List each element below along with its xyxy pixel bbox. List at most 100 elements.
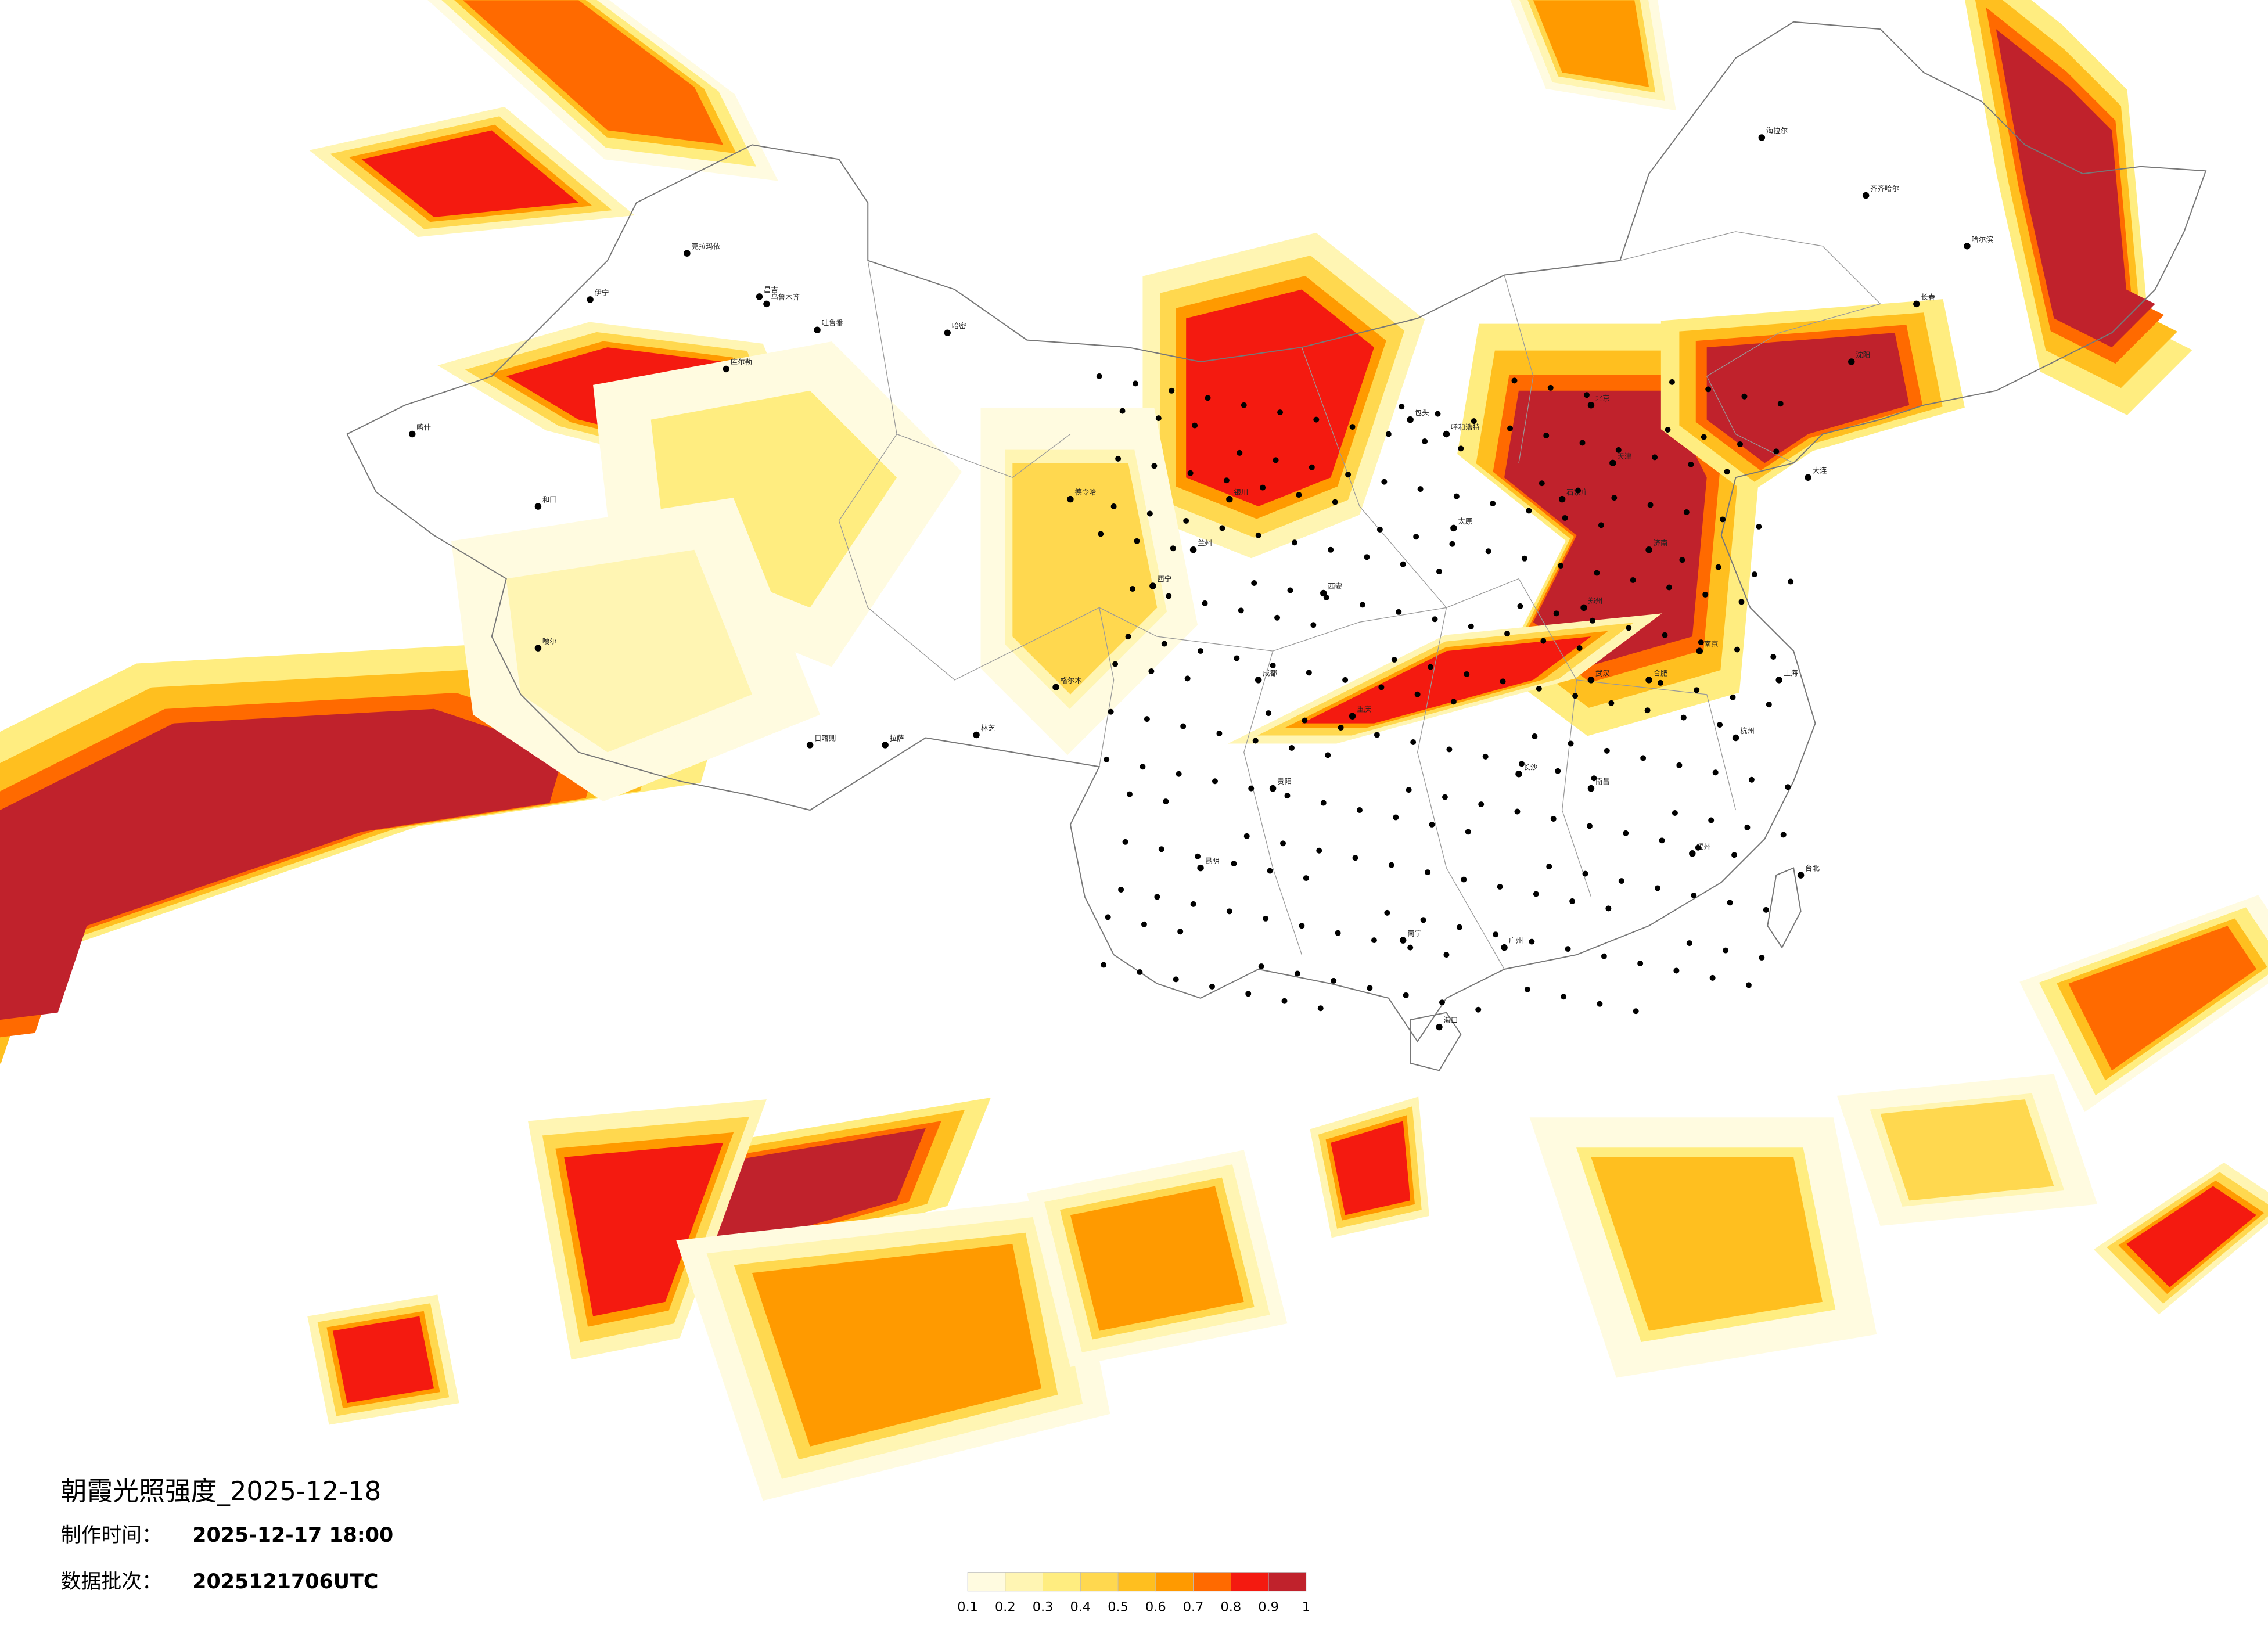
city-dot	[1797, 872, 1805, 879]
city-dot	[1698, 639, 1704, 646]
city-dot	[1594, 570, 1600, 576]
city-dot	[1429, 821, 1435, 828]
city-dot	[1428, 664, 1434, 670]
city-label: 哈密	[952, 322, 966, 330]
city-dot	[1601, 953, 1607, 959]
colorbar-swatch	[1080, 1572, 1119, 1592]
city-dot	[1192, 422, 1198, 429]
intensity-area	[506, 549, 753, 753]
city-dot	[1450, 524, 1457, 532]
city-dot	[1316, 847, 1322, 854]
city-dot	[1645, 677, 1652, 684]
city-dot	[1550, 815, 1557, 822]
city-dot	[1679, 557, 1685, 563]
city-dot	[1443, 430, 1450, 438]
city-dot	[1338, 725, 1344, 731]
colorbar-tick-label: 1	[1302, 1600, 1310, 1615]
city-label: 喀什	[416, 423, 431, 431]
city-dot	[1665, 427, 1671, 433]
colorbar-swatch	[1155, 1572, 1194, 1592]
city-label: 太原	[1458, 517, 1472, 526]
city-dot	[1122, 839, 1128, 845]
intensity-area	[1331, 1121, 1411, 1215]
taiwan	[1767, 867, 1802, 949]
city-dot	[1562, 515, 1568, 521]
city-label: 格尔木	[1060, 676, 1082, 685]
colorbar-swatch	[1268, 1572, 1307, 1592]
city-dot	[1134, 538, 1140, 544]
city-dot	[1553, 610, 1559, 617]
city-dot	[1597, 1001, 1603, 1007]
city-dot	[1317, 1005, 1324, 1012]
city-dot	[1715, 564, 1721, 570]
city-dot	[1144, 716, 1150, 722]
city-dot	[1694, 687, 1700, 693]
city-dot	[1734, 646, 1740, 653]
colorbar-tick-label: 0.3	[1033, 1600, 1054, 1615]
city-dot	[1399, 937, 1407, 944]
city-label: 日喀则	[814, 733, 836, 742]
city-dot	[1098, 531, 1104, 537]
city-dot	[1166, 593, 1172, 599]
city-dot	[1151, 463, 1158, 469]
city-dot	[1741, 393, 1748, 400]
city-dot	[1780, 832, 1787, 838]
colorbar-tick-label: 0.5	[1108, 1600, 1128, 1615]
city-dot	[1342, 677, 1349, 683]
city-dot	[1238, 607, 1244, 614]
colorbar-swatch	[1193, 1572, 1231, 1592]
intensity-area	[1996, 29, 2155, 348]
city-dot	[1751, 571, 1757, 578]
city-dot	[1223, 477, 1230, 484]
city-dot	[1104, 756, 1110, 762]
city-dot	[1695, 844, 1701, 851]
city-dot	[1335, 930, 1341, 936]
city-dot	[1190, 901, 1196, 907]
city-dot	[1115, 455, 1122, 462]
city-dot	[1251, 580, 1257, 587]
city-dot	[1349, 713, 1356, 720]
city-label: 昌吉	[764, 285, 778, 294]
city-dot	[1708, 817, 1715, 823]
city-dot	[1284, 793, 1291, 799]
city-dot	[1248, 785, 1255, 792]
batch-value: 2025121706UTC	[192, 1570, 378, 1593]
city-label: 成都	[1263, 668, 1277, 677]
city-dot	[1435, 411, 1441, 417]
intensity-area	[1186, 289, 1374, 507]
city-dot	[1414, 691, 1421, 697]
city-dot	[1730, 694, 1736, 700]
city-dot	[1155, 415, 1162, 422]
city-dot	[1744, 824, 1751, 830]
city-label: 南宁	[1407, 929, 1422, 938]
city-dot	[1515, 771, 1522, 778]
city-dot	[1349, 424, 1356, 430]
city-dot	[1274, 614, 1281, 621]
city-label: 南京	[1704, 640, 1719, 649]
city-dot	[1720, 516, 1726, 523]
city-dot	[1180, 723, 1187, 729]
city-dot	[1310, 622, 1317, 628]
city-dot	[1067, 495, 1074, 503]
city-label: 南昌	[1595, 777, 1610, 786]
city-dot	[1266, 710, 1272, 717]
city-dot	[1745, 982, 1752, 988]
city-dot	[1766, 702, 1772, 708]
city-dot	[1777, 401, 1784, 407]
intensity-area	[752, 1244, 1042, 1447]
city-dot	[1234, 655, 1240, 661]
colorbar-swatch	[1005, 1572, 1043, 1592]
city-label: 天津	[1617, 452, 1631, 461]
city-dot	[1589, 617, 1595, 624]
city-dot	[1524, 986, 1530, 992]
city-dot	[1187, 470, 1194, 476]
city-dot	[1237, 449, 1243, 456]
colorbar-swatch	[1043, 1572, 1081, 1592]
city-dot	[1163, 798, 1169, 805]
colorbar-tick-label: 0.9	[1258, 1600, 1279, 1615]
city-label: 林芝	[981, 724, 995, 732]
city-dot	[1500, 678, 1506, 685]
made-time: 2025-12-17 18:00	[192, 1524, 393, 1547]
city-label: 嘎尔	[542, 637, 557, 646]
city-dot	[1672, 810, 1678, 816]
